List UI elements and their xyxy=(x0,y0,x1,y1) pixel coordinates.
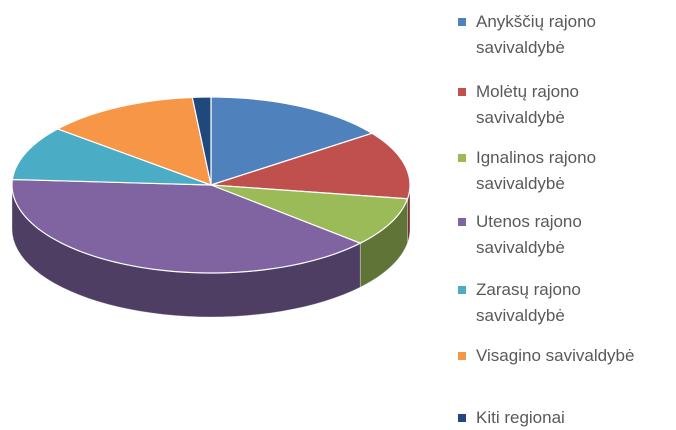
legend-item: Ignalinos rajono savivaldybė xyxy=(458,145,673,197)
legend-label: Visagino savivaldybė xyxy=(476,346,635,365)
legend-item: Kiti regionai xyxy=(458,405,673,430)
legend-label: Anykščių rajono savivaldybė xyxy=(476,12,597,57)
legend-label: Molėtų rajono savivaldybė xyxy=(476,82,580,127)
legend-item: Visagino savivaldybė xyxy=(458,343,673,369)
legend-item: Anykščių rajono savivaldybė xyxy=(458,9,673,61)
legend-label: Utenos rajono savivaldybė xyxy=(476,212,582,257)
pie-slice xyxy=(191,96,212,186)
legend-label: Ignalinos rajono savivaldybė xyxy=(476,148,597,193)
legend-label: Zarasų rajono savivaldybė xyxy=(476,280,581,325)
pie-slice xyxy=(210,132,411,200)
legend-swatch xyxy=(458,414,466,422)
legend-item: Zarasų rajono savivaldybė xyxy=(458,277,673,329)
legend-swatch xyxy=(458,218,466,226)
legend-swatch xyxy=(458,88,466,96)
legend-swatch xyxy=(458,154,466,162)
pie-slice xyxy=(210,184,409,244)
legend-item: Molėtų rajono savivaldybė xyxy=(458,79,673,131)
legend-swatch xyxy=(458,18,466,26)
pie-slice xyxy=(56,96,212,186)
pie-area xyxy=(11,96,411,318)
legend-item: Utenos rajono savivaldybė xyxy=(458,209,673,261)
legend-label: Kiti regionai xyxy=(476,408,565,427)
legend-swatch xyxy=(458,352,466,360)
legend-swatch xyxy=(458,286,466,294)
pie-slice xyxy=(11,128,212,186)
pie-slice xyxy=(11,178,362,274)
pie-slice xyxy=(210,96,374,186)
